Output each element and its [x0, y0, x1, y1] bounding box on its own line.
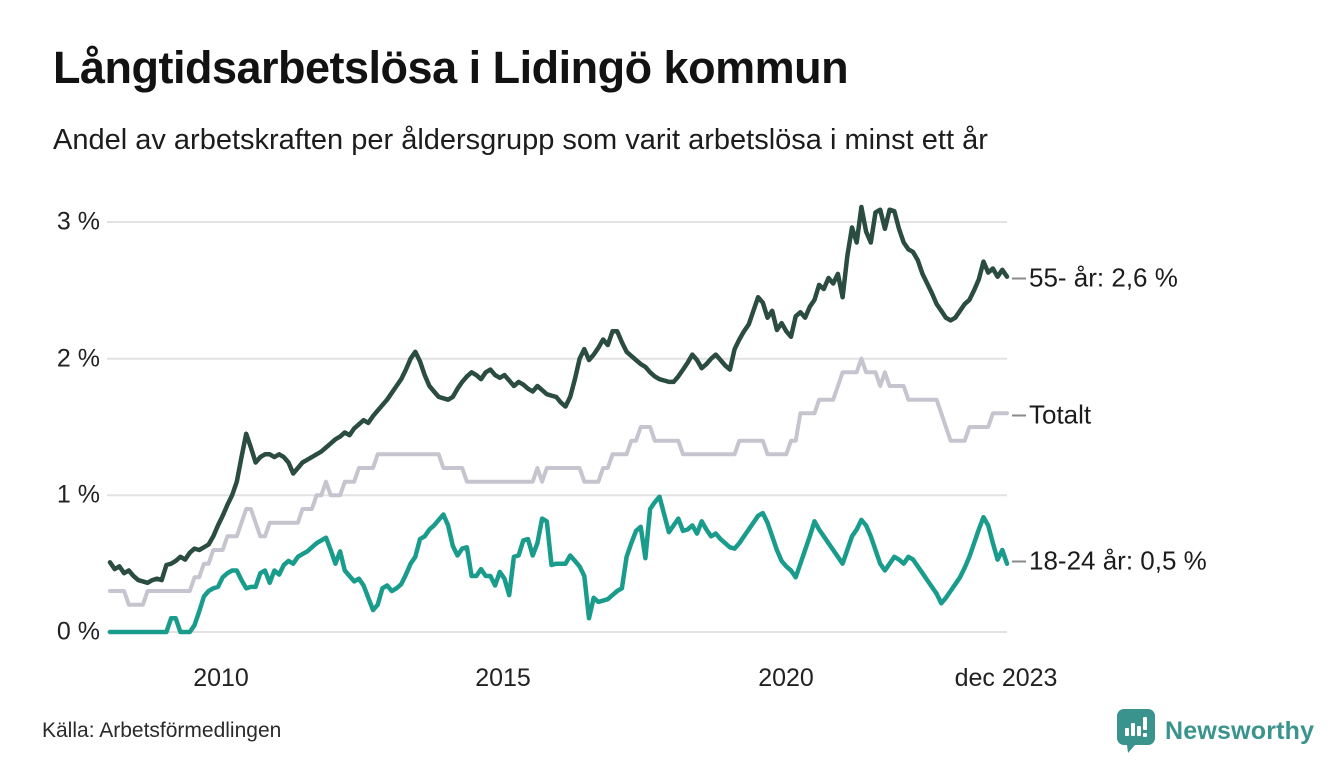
- page-subtitle: Andel av arbetskraften per åldersgrupp s…: [53, 124, 988, 156]
- label-dash-icon: [1012, 560, 1026, 562]
- source-note: Källa: Arbetsförmedlingen: [42, 719, 282, 742]
- series-end-label-55-text: 55- år: 2,6 %: [1029, 262, 1178, 293]
- series-end-label-youth-text: 18-24 år: 0,5 %: [1029, 545, 1207, 576]
- series-line-totalt: [108, 356, 1009, 607]
- x-axis-tick-2010: 2010: [193, 664, 249, 692]
- y-axis-tick-0: 0 %: [56, 617, 100, 646]
- label-dash-icon: [1012, 277, 1026, 279]
- newsworthy-logo[interactable]: Newsworthy: [1116, 708, 1314, 754]
- x-axis-tick-dec2023: dec 2023: [954, 664, 1058, 692]
- series-line-55-r: [107, 204, 1010, 586]
- y-axis-tick-2: 2 %: [56, 344, 100, 373]
- series-end-label-total-text: Totalt: [1029, 399, 1092, 430]
- x-axis-tick-2015: 2015: [475, 664, 531, 692]
- speech-bubble-bar-chart-icon: [1117, 709, 1155, 753]
- y-axis-tick-1: 1 %: [56, 480, 100, 509]
- series-line-18-24-r: [107, 494, 1010, 635]
- label-dash-icon: [1012, 414, 1026, 416]
- series-end-label-youth: 18-24 år: 0,5 %: [1012, 546, 1207, 577]
- y-axis-tick-3: 3 %: [56, 207, 100, 236]
- series-end-label-total: Totalt: [1012, 400, 1091, 431]
- x-axis-tick-2020: 2020: [758, 664, 814, 692]
- page-title: Långtidsarbetslösa i Lidingö kommun: [53, 42, 849, 93]
- series-end-label-55: 55- år: 2,6 %: [1012, 263, 1178, 294]
- newsworthy-wordmark: Newsworthy: [1165, 716, 1315, 745]
